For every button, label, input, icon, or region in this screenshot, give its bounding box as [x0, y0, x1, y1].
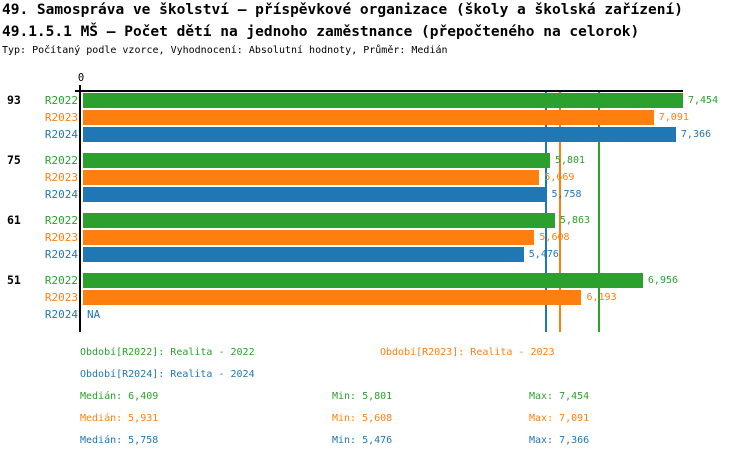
value-label: 7,454: [688, 95, 719, 106]
series-label-r2022-75: R2022: [44, 154, 78, 167]
median-line-r2022: [597, 92, 600, 332]
value-label: 5,476: [528, 249, 559, 260]
series-label-r2022-93: R2022: [44, 94, 78, 107]
value-label: 5,863: [559, 215, 591, 226]
chart-meta: Typ: Počítaný podle vzorce, Vyhodnocení:…: [2, 45, 448, 56]
value-label: 5,608: [539, 232, 570, 243]
series-label-r2022-51: R2022: [44, 274, 78, 287]
bar-r2024-75: [83, 187, 547, 202]
y-axis-line: [79, 85, 81, 332]
chart-subtitle: 49.1.5.1 MŠ – Počet dětí na jednoho zamě…: [2, 24, 640, 40]
series-label-r2023-61: R2023: [44, 231, 78, 244]
value-label: 6,956: [647, 275, 679, 286]
legend-item-r2024: Období[R2024]: Realita - 2024: [80, 369, 255, 380]
value-label: 5,758: [551, 189, 582, 200]
x-axis-zero-tick-label: 0: [77, 72, 85, 84]
series-label-r2024-51: R2024: [44, 308, 78, 321]
series-label-r2023-93: R2023: [44, 111, 78, 124]
stat-max-r2023: Max: 7,091: [529, 413, 590, 424]
series-label-r2024-61: R2024: [44, 248, 78, 261]
series-label-r2024-93: R2024: [44, 128, 78, 141]
bar-r2024-61: [83, 247, 524, 262]
legend-item-r2023: Období[R2023]: Realita - 2023: [380, 347, 555, 358]
bar-r2023-61: [83, 230, 535, 245]
series-label-r2023-75: R2023: [44, 171, 78, 184]
legend-item-r2022: Období[R2022]: Realita - 2022: [80, 347, 255, 358]
bar-r2022-75: [83, 153, 550, 168]
bar-r2024-93: [83, 127, 676, 142]
stat-median-r2024: Medián: 5,758: [80, 435, 159, 446]
median-line-r2023: [559, 92, 562, 332]
category-label-61: 61: [7, 213, 21, 227]
category-label-93: 93: [7, 93, 21, 107]
stat-max-r2022: Max: 7,454: [529, 391, 590, 402]
value-label: 7,091: [658, 112, 689, 123]
median-line-r2024: [545, 92, 548, 332]
series-label-r2023-51: R2023: [44, 291, 78, 304]
value-label: 6,193: [586, 292, 617, 303]
category-label-75: 75: [7, 153, 21, 167]
stat-median-r2023: Medián: 5,931: [80, 413, 159, 424]
category-label-51: 51: [7, 273, 21, 287]
page-title: 49. Samospráva ve školství – příspěvkové…: [2, 2, 683, 18]
stat-max-r2024: Max: 7,366: [529, 435, 590, 446]
value-label: 5,669: [544, 172, 575, 183]
x-axis-line: [75, 90, 683, 92]
stat-min-r2022: Min: 5,801: [332, 391, 393, 402]
bar-r2022-51: [83, 273, 643, 288]
bar-r2022-93: [83, 93, 683, 108]
stat-min-r2024: Min: 5,476: [332, 435, 393, 446]
bar-r2023-51: [83, 290, 582, 305]
series-label-r2022-61: R2022: [44, 214, 78, 227]
bar-r2023-75: [83, 170, 540, 185]
stat-median-r2022: Medián: 6,409: [80, 391, 159, 402]
series-label-r2024-75: R2024: [44, 188, 78, 201]
value-label: 5,801: [554, 155, 586, 166]
bar-r2022-61: [83, 213, 555, 228]
stat-min-r2023: Min: 5,608: [332, 413, 393, 424]
bar-r2023-93: [83, 110, 654, 125]
value-label: 7,366: [680, 129, 712, 140]
na-value-label: NA: [87, 308, 101, 321]
